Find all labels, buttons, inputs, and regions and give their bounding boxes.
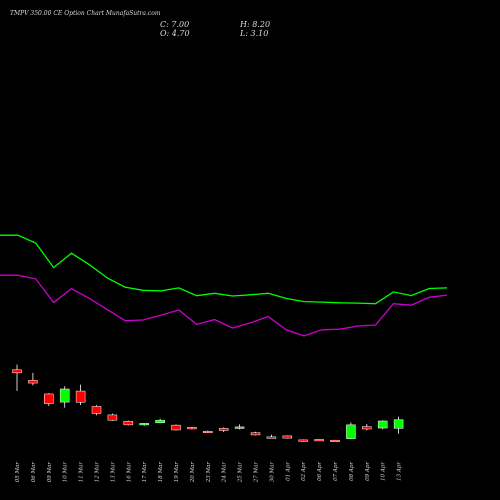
lower-line — [0, 274, 448, 337]
candle-1 — [28, 372, 38, 386]
candle-17 — [282, 435, 293, 439]
candle-body-down — [28, 380, 38, 384]
x-tick-label: 18 Mar — [158, 462, 164, 483]
candle-9 — [155, 418, 165, 424]
candle-2 — [44, 393, 54, 406]
x-tick-label: 13 Mar — [110, 462, 116, 483]
candle-body-down — [171, 424, 181, 431]
candle-body-down — [266, 436, 277, 439]
candle-body-up — [139, 423, 149, 426]
candle-16 — [266, 434, 277, 439]
candle-body-down — [282, 435, 293, 439]
x-tick-label: 25 Mar — [238, 462, 244, 484]
x-tick-label: 02 Apr — [301, 462, 307, 481]
candle-body-down — [250, 432, 261, 436]
candle-14 — [234, 424, 245, 430]
chart-title: TMPV 350.00 CE Option Chart MunafaSutra.… — [10, 10, 161, 17]
candle-body-down — [298, 439, 308, 442]
candle-22 — [362, 424, 372, 431]
candle-body-down — [362, 426, 372, 430]
candle-body-down — [12, 369, 22, 374]
x-tick-label: 12 Mar — [95, 462, 101, 483]
x-tick-label: 09 Apr — [365, 462, 371, 481]
candle-4 — [75, 384, 86, 405]
x-tick-label: 19 Mar — [174, 462, 180, 483]
x-tick-label: 10 Apr — [381, 462, 387, 481]
x-tick-label: 27 Mar — [254, 462, 260, 484]
candle-body-down — [330, 439, 340, 442]
x-tick-label: 06 Apr — [317, 462, 323, 481]
x-tick-label: 17 Mar — [142, 462, 148, 483]
candle-18 — [298, 439, 308, 442]
candle-6 — [107, 413, 118, 421]
x-tick-label: 08 Apr — [349, 462, 355, 481]
candle-body-up — [234, 426, 245, 429]
candle-body-up — [59, 388, 70, 403]
x-tick-label: 09 Mar — [47, 462, 53, 483]
candle-5 — [91, 405, 102, 416]
candle-15 — [250, 431, 261, 436]
open-label: O: 4.70 — [160, 29, 190, 38]
candle-19 — [314, 439, 324, 442]
close-label: C: 7.00 — [160, 20, 190, 29]
x-tick-label: 20 Mar — [190, 462, 196, 484]
x-tick-label: 13 Apr — [397, 462, 403, 481]
candle-body-down — [123, 421, 134, 426]
candle-body-up — [393, 419, 404, 429]
high-label: H: 8.20 — [240, 20, 271, 29]
x-tick-label: 07 Apr — [333, 462, 339, 481]
candle-23 — [377, 420, 388, 430]
candle-20 — [330, 439, 340, 442]
candle-body-down — [218, 428, 229, 431]
candle-body-up — [155, 419, 165, 424]
candle-13 — [218, 427, 229, 433]
candle-body-down — [75, 390, 86, 403]
x-tick-label: 23 Mar — [206, 462, 212, 484]
candle-3 — [59, 386, 70, 408]
candle-10 — [171, 424, 181, 431]
x-tick-label: 16 Mar — [126, 462, 132, 483]
candle-8 — [139, 423, 149, 426]
upper-line — [0, 234, 448, 305]
candle-body-up — [377, 420, 388, 429]
x-tick-label: 24 Mar — [222, 462, 228, 484]
candle-0 — [12, 364, 22, 391]
low-label: L: 3.10 — [240, 29, 269, 38]
candle-body-down — [314, 439, 324, 442]
candle-7 — [123, 420, 134, 426]
candle-11 — [187, 426, 197, 430]
x-tick-label: 01 Apr — [285, 462, 291, 481]
x-tick-label: 11 Mar — [79, 462, 85, 483]
candle-24 — [393, 416, 404, 434]
candle-21 — [346, 422, 356, 440]
candle-body-down — [187, 427, 197, 430]
candle-body-down — [203, 430, 213, 433]
x-tick-label: 06 Mar — [31, 462, 37, 483]
candle-body-down — [107, 414, 118, 421]
x-tick-label: 10 Mar — [63, 462, 69, 483]
candle-12 — [203, 430, 213, 433]
x-tick-label: 30 Mar — [269, 462, 275, 483]
x-tick-label: 05 Mar — [15, 462, 21, 483]
candle-body-down — [91, 406, 102, 414]
candle-body-down — [44, 393, 54, 404]
candle-body-up — [346, 424, 356, 439]
